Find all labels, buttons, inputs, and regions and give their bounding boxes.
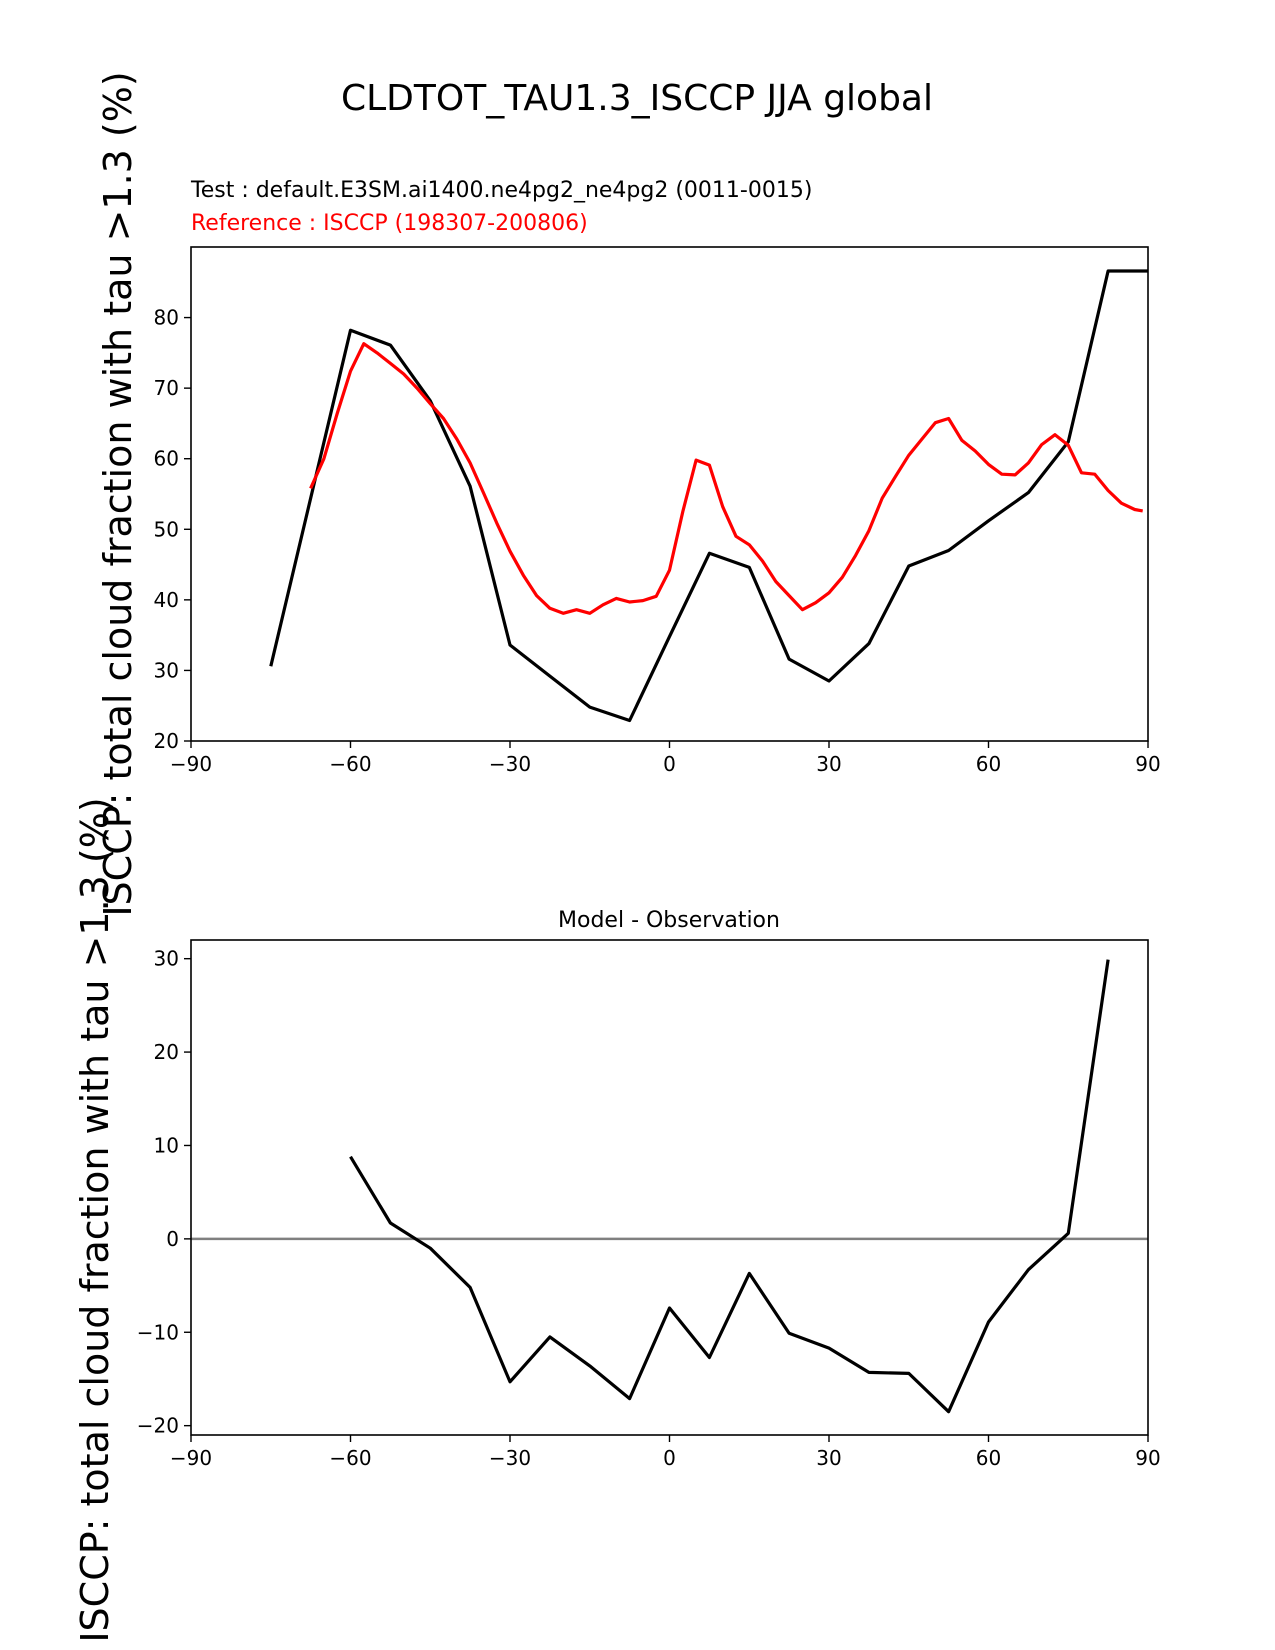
y-tick-label: 30 xyxy=(154,947,179,971)
y-tick-label: 20 xyxy=(154,1040,179,1064)
bottom-axes-frame xyxy=(190,939,1149,1436)
y-tick-label: −20 xyxy=(137,1414,179,1438)
top-panel: Test : default.E3SM.ai1400.ne4pg2_ne4pg2… xyxy=(96,71,1161,916)
y-tick-label: 30 xyxy=(154,658,179,682)
x-tick-label: −60 xyxy=(329,1446,371,1470)
x-tick-label: 30 xyxy=(816,752,841,776)
top-axes-frame xyxy=(190,246,1149,742)
top-ticks: −90 −60 −30 0 30 60 90 20 30 40 50 60 70 80 xyxy=(154,306,1161,776)
y-tick-label: 50 xyxy=(154,517,179,541)
series-line-difference xyxy=(349,959,1110,1414)
x-tick-label: −30 xyxy=(489,752,531,776)
bottom-ylabel: ISCCP: total cloud fraction with tau >1.… xyxy=(73,797,117,1642)
x-tick-label: −30 xyxy=(489,1446,531,1470)
y-tick-label: 70 xyxy=(154,376,179,400)
y-tick-label: 40 xyxy=(154,588,179,612)
top-ylabel: ISCCP: total cloud fraction with tau >1.… xyxy=(96,71,140,916)
bottom-ticks: −90 −60 −30 0 30 60 90 −20 −10 0 10 20 30 xyxy=(137,947,1161,1470)
series-line-test xyxy=(269,269,1148,723)
bottom-plot-area xyxy=(191,959,1148,1414)
x-tick-label: 90 xyxy=(1135,752,1160,776)
test-subtitle: Test : default.E3SM.ai1400.ne4pg2_ne4pg2… xyxy=(190,178,812,203)
y-tick-label: 10 xyxy=(154,1133,179,1157)
x-tick-label: 90 xyxy=(1135,1446,1160,1470)
x-tick-label: 60 xyxy=(976,1446,1001,1470)
x-tick-label: 0 xyxy=(663,1446,676,1470)
x-tick-label: −90 xyxy=(170,1446,212,1470)
y-tick-label: 20 xyxy=(154,729,179,753)
y-tick-label: −10 xyxy=(137,1320,179,1344)
x-tick-label: 60 xyxy=(976,752,1001,776)
x-tick-label: −60 xyxy=(329,752,371,776)
y-tick-label: 0 xyxy=(166,1227,179,1251)
x-tick-label: 0 xyxy=(663,752,676,776)
bottom-panel: Model - Observation −90 −60 −30 0 30 60 90−20−… xyxy=(73,797,1161,1642)
y-tick-label: 60 xyxy=(154,447,179,471)
top-plot-area xyxy=(269,269,1148,723)
x-tick-label: 30 xyxy=(816,1446,841,1470)
bottom-title: Model - Observation xyxy=(558,908,780,933)
figure-suptitle: CLDTOT_TAU1.3_ISCCP JJA global xyxy=(341,78,933,119)
reference-subtitle: Reference : ISCCP (198307-200806) xyxy=(191,211,588,236)
y-tick-label: 80 xyxy=(154,306,179,330)
x-tick-label: −90 xyxy=(170,752,212,776)
series-line-reference xyxy=(309,342,1143,615)
